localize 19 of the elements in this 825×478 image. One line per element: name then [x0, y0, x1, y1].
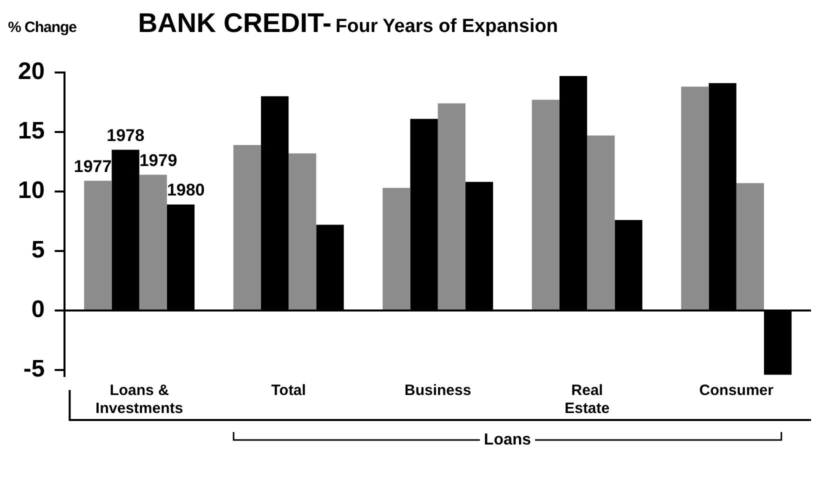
- x-tick-label: Loans & Investments: [96, 382, 184, 418]
- chart-subtitle: Four Years of Expansion: [336, 16, 558, 38]
- text: Loans: [484, 431, 532, 448]
- series-label: 1977: [74, 156, 112, 176]
- y-tick-label: 15: [18, 118, 45, 145]
- chart-title: BANK CREDIT-: [138, 8, 332, 39]
- x-tick-label: Total: [271, 382, 306, 400]
- series-label: 1980: [166, 180, 205, 200]
- y-tick-label: 5: [31, 236, 45, 264]
- series-label: 1978: [106, 126, 144, 145]
- x-tick-label: Consumer: [699, 382, 774, 400]
- x-tick-label: Business: [404, 382, 472, 400]
- y-axis-title: % Change: [8, 19, 78, 36]
- x-tick-label: Real Estate: [564, 382, 610, 418]
- y-tick-label: 10: [18, 177, 45, 204]
- y-tick-label: -5: [23, 356, 45, 383]
- series-label: 1979: [139, 150, 178, 170]
- y-tick-label: 0: [31, 296, 45, 324]
- y-tick-label: 20: [18, 58, 45, 86]
